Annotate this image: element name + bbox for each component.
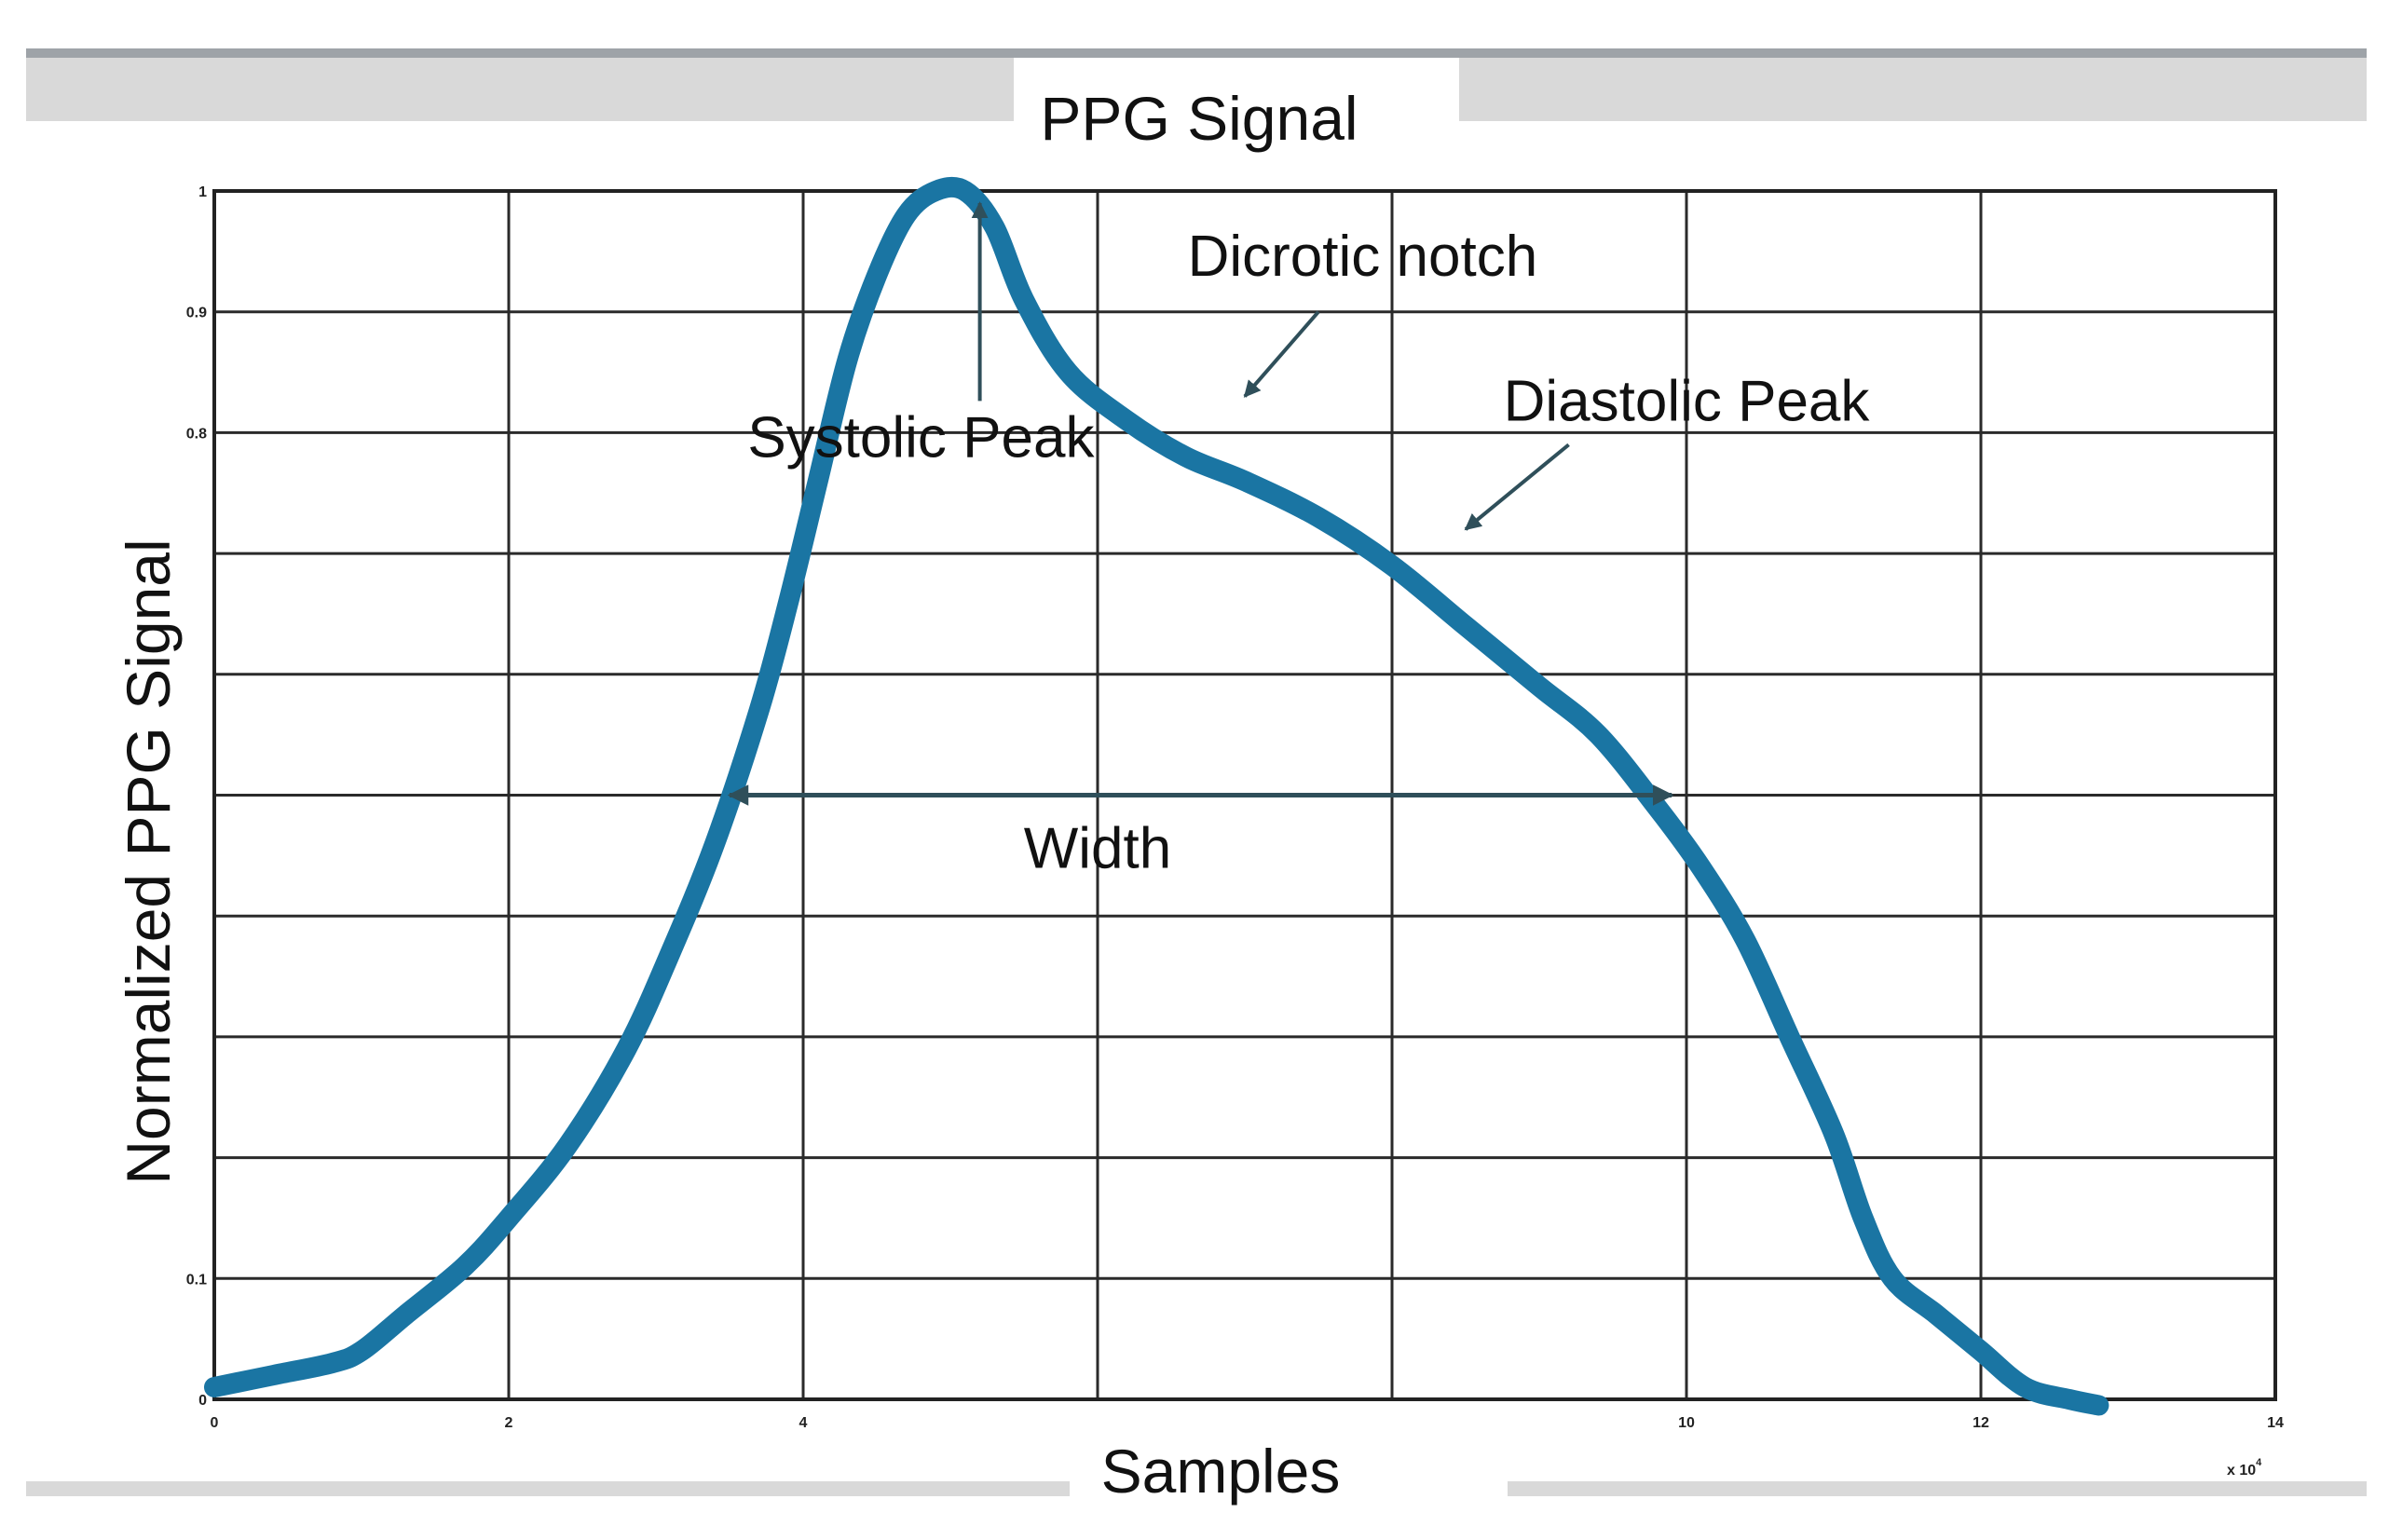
x-multiplier-exponent: 4 [2256, 1457, 2262, 1468]
chart-title: PPG Signal [1040, 84, 1358, 153]
y-axis-label: Normalized PPG Signal [114, 538, 183, 1184]
x-tick-label-10: 10 [1678, 1415, 1695, 1431]
x-axis-multiplier: x 104 [2227, 1457, 2262, 1479]
frame-top-bar [26, 48, 2367, 58]
annotation-labels: Systolic Peak Dicrotic notch Diastolic Pea… [747, 225, 1870, 881]
annotation-label-width: Width [1024, 816, 1171, 880]
annotation-label-systolic-peak: Systolic Peak [747, 405, 1095, 470]
y-tick-label-0: 0 [198, 1393, 207, 1409]
outer-frame [26, 48, 2367, 1509]
y-tick-label-1: 1 [198, 184, 207, 200]
annotation-arrows [727, 201, 1674, 806]
xlabel-backdrop [1070, 1463, 1508, 1509]
x-tick-label-12: 12 [1973, 1415, 1989, 1431]
x-tick-label-14: 14 [2267, 1415, 2284, 1431]
annotation-arrow-dicrotic-notch [1243, 310, 1320, 398]
plot-border [212, 189, 2277, 1401]
tick-labels: 0 2 4 10 12 14 0 0.1 0.8 0.9 1 [186, 184, 2284, 1431]
series-line-ppg [204, 176, 2109, 1416]
x-tick-label-0: 0 [211, 1415, 219, 1431]
x-tick-label-4: 4 [799, 1415, 808, 1431]
title-backdrop [1014, 58, 1459, 125]
y-tick-label-0.9: 0.9 [186, 306, 207, 321]
annotation-arrow-diastolic-peak [1464, 443, 1570, 531]
annotation-label-diastolic-peak: Diastolic Peak [1504, 369, 1871, 433]
x-axis-label: Samples [1101, 1437, 1341, 1506]
x-multiplier-base: x 10 [2227, 1463, 2256, 1479]
y-tick-label-0.1: 0.1 [186, 1272, 207, 1288]
annotation-label-dicrotic-notch: Dicrotic notch [1188, 225, 1538, 289]
y-tick-label-0.8: 0.8 [186, 426, 207, 442]
x-tick-label-2: 2 [505, 1415, 513, 1431]
